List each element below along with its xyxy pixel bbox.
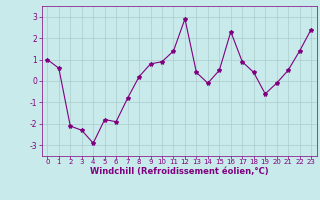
X-axis label: Windchill (Refroidissement éolien,°C): Windchill (Refroidissement éolien,°C) bbox=[90, 167, 268, 176]
